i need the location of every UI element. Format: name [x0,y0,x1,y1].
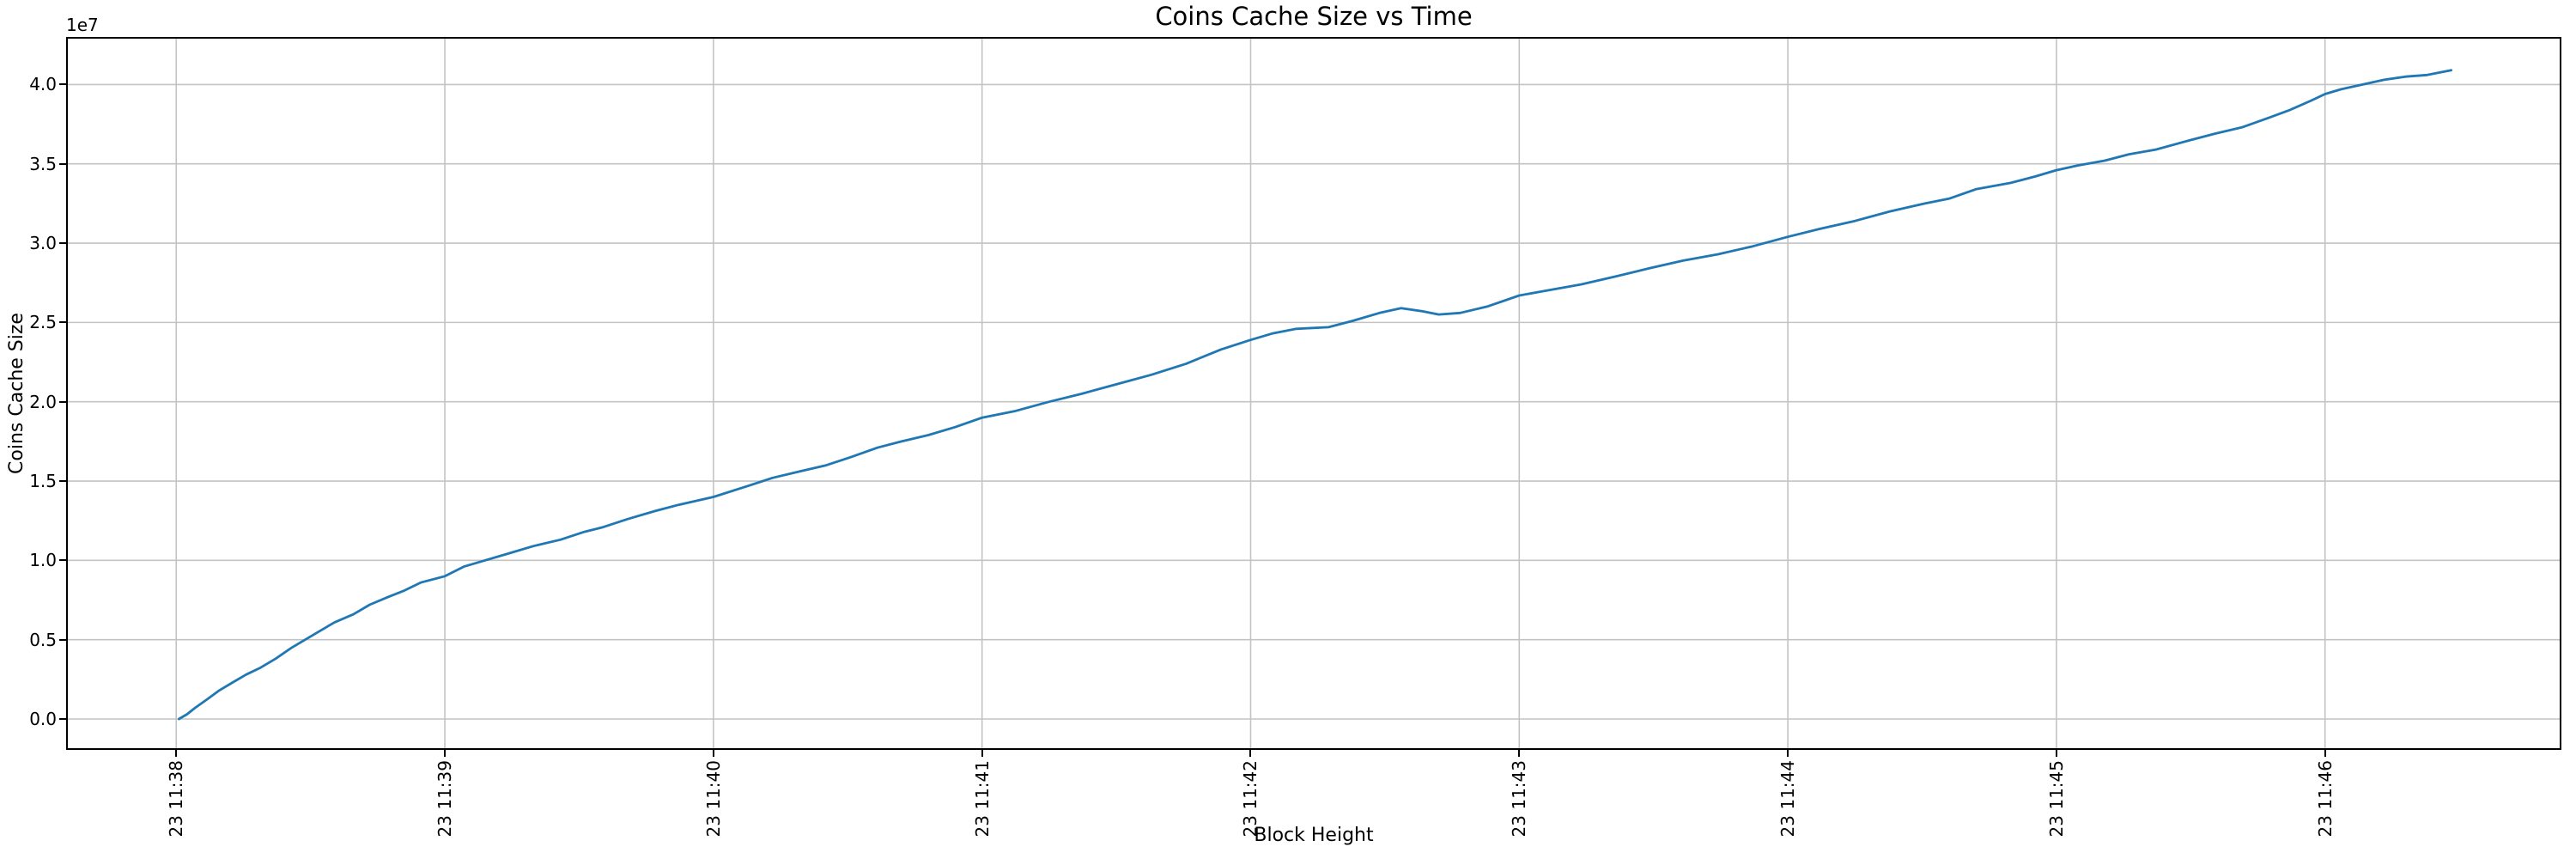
chart-title: Coins Cache Size vs Time [1155,2,1473,31]
x-tick-label: 23 11:44 [1777,760,1799,838]
y-axis-offset-text: 1e7 [66,15,99,35]
x-tick-mark [444,750,447,757]
y-tick-mark [59,321,66,324]
x-axis-label: Block Height [1254,825,1374,846]
y-tick-mark [59,242,66,245]
x-tick-mark [1518,750,1521,757]
x-tick-label: 23 11:38 [166,760,187,838]
y-tick-label: 3.0 [29,233,57,254]
y-tick-mark [59,717,66,720]
y-tick-mark [59,559,66,562]
x-tick-label: 23 11:40 [702,760,724,838]
y-tick-mark [59,400,66,403]
y-tick-label: 2.5 [29,312,57,333]
y-tick-mark [59,480,66,483]
y-tick-mark [59,162,66,165]
x-tick-mark [981,750,983,757]
x-tick-mark [2324,750,2326,757]
y-tick-label: 0.0 [29,708,57,729]
y-tick-label: 4.0 [29,74,57,95]
x-tick-label: 23 11:45 [2045,760,2067,838]
x-tick-mark [2055,750,2057,757]
x-tick-label: 23 11:41 [971,760,993,838]
y-tick-label: 3.5 [29,153,57,174]
y-tick-label: 0.5 [29,629,57,650]
x-tick-label: 23 11:43 [1509,760,1530,838]
plot-area [66,37,2561,750]
y-tick-mark [59,638,66,641]
data-line-coins_cache_size [177,69,2453,721]
x-tick-label: 23 11:42 [1240,760,1261,838]
x-tick-label: 23 11:39 [434,760,456,838]
y-tick-label: 1.5 [29,471,57,492]
plot-canvas [66,37,2561,750]
x-tick-mark [1249,750,1252,757]
x-tick-label: 23 11:46 [2314,760,2336,838]
y-tick-label: 1.0 [29,550,57,571]
x-tick-mark [712,750,714,757]
y-tick-label: 2.0 [29,391,57,412]
x-tick-mark [175,750,178,757]
y-tick-mark [59,83,66,86]
x-tick-mark [1787,750,1789,757]
axes-spines [66,37,2561,750]
